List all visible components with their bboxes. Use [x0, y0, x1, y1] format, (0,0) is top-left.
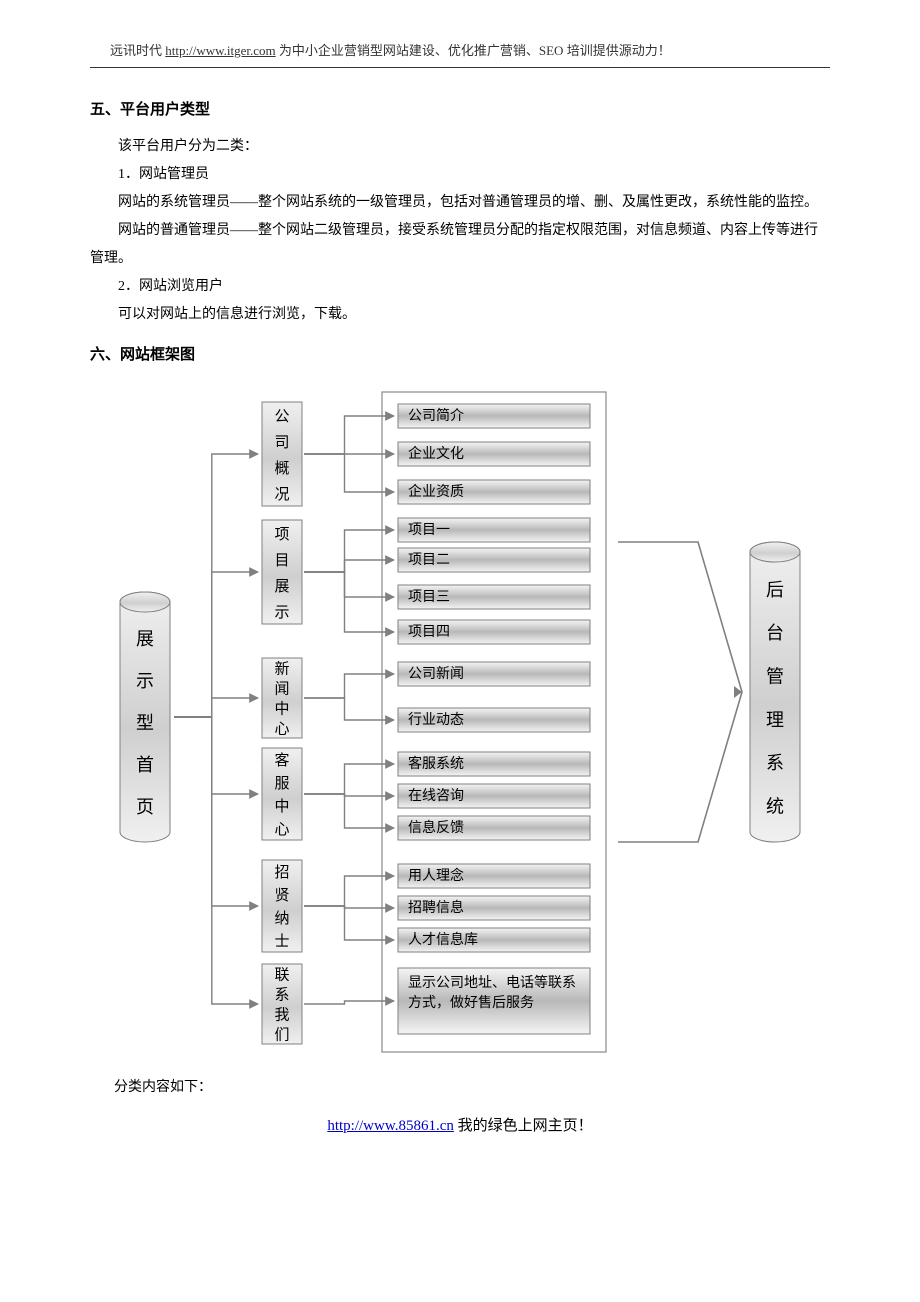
- section-5-p6: 可以对网站上的信息进行浏览，下载。: [90, 301, 830, 329]
- svg-text:况: 况: [274, 486, 289, 503]
- section-5-heading: 五、平台用户类型: [90, 98, 830, 119]
- svg-text:们: 们: [274, 1026, 289, 1043]
- svg-text:展: 展: [136, 629, 154, 649]
- svg-text:客服系统: 客服系统: [408, 755, 464, 772]
- svg-text:中: 中: [274, 798, 289, 815]
- svg-text:招: 招: [274, 864, 289, 881]
- svg-text:公司简介: 公司简介: [408, 407, 464, 424]
- svg-text:公: 公: [274, 409, 289, 425]
- svg-text:统: 统: [766, 796, 784, 816]
- footer-text: 我的绿色上网主页！: [458, 1118, 593, 1134]
- svg-text:台: 台: [766, 623, 784, 643]
- svg-text:展: 展: [274, 579, 289, 595]
- svg-text:系: 系: [766, 753, 784, 773]
- svg-text:行业动态: 行业动态: [408, 712, 464, 728]
- framework-svg: 展示型首页后台管理系统公司简介企业文化企业资质项目一项目二项目三项目四公司新闻行…: [90, 382, 830, 1062]
- svg-text:企业文化: 企业文化: [408, 445, 464, 462]
- svg-text:在线咨询: 在线咨询: [408, 788, 464, 804]
- svg-text:显示公司地址、电话等联系: 显示公司地址、电话等联系: [408, 974, 576, 991]
- svg-text:项目四: 项目四: [408, 625, 450, 640]
- svg-text:士: 士: [274, 933, 289, 950]
- svg-text:方式，做好售后服务: 方式，做好售后服务: [408, 995, 534, 1011]
- svg-text:页: 页: [136, 797, 154, 817]
- svg-text:管: 管: [766, 666, 784, 686]
- svg-text:系: 系: [274, 986, 289, 1003]
- svg-text:我: 我: [274, 1006, 289, 1023]
- svg-text:服: 服: [274, 775, 289, 792]
- svg-text:项: 项: [274, 526, 289, 543]
- header-tagline: 为中小企业营销型网站建设、优化推广营销、SEO 培训提供源动力！: [279, 43, 671, 58]
- svg-text:公司新闻: 公司新闻: [408, 666, 464, 682]
- svg-text:新: 新: [274, 660, 289, 677]
- svg-text:后: 后: [766, 580, 784, 600]
- footer-link[interactable]: http://www.85861.cn: [327, 1118, 454, 1134]
- svg-text:用人理念: 用人理念: [408, 867, 464, 884]
- svg-text:概: 概: [274, 460, 289, 477]
- section-6-heading: 六、网站框架图: [90, 343, 830, 364]
- svg-text:目: 目: [274, 553, 289, 569]
- section-5-p5: 2．网站浏览用户: [90, 273, 830, 301]
- svg-text:示: 示: [136, 671, 154, 691]
- section-5-p2: 1．网站管理员: [90, 161, 830, 189]
- svg-text:客: 客: [274, 752, 289, 769]
- svg-text:项目三: 项目三: [408, 590, 450, 605]
- section-5-p1: 该平台用户分为二类：: [90, 133, 830, 161]
- header-divider: [90, 67, 830, 68]
- svg-text:中: 中: [274, 700, 289, 717]
- svg-text:纳: 纳: [274, 910, 289, 927]
- svg-text:型: 型: [136, 713, 154, 733]
- svg-text:首: 首: [136, 755, 154, 775]
- section-5-p3: 网站的系统管理员——整个网站系统的一级管理员，包括对普通管理员的增、删、及属性更…: [90, 189, 830, 217]
- svg-text:理: 理: [766, 710, 784, 730]
- page-footer: http://www.85861.cn 我的绿色上网主页！: [90, 1114, 830, 1135]
- svg-text:企业资质: 企业资质: [408, 483, 464, 500]
- svg-text:人才信息库: 人才信息库: [408, 931, 478, 948]
- svg-text:司: 司: [274, 435, 289, 451]
- site-framework-diagram: 展示型首页后台管理系统公司简介企业文化企业资质项目一项目二项目三项目四公司新闻行…: [90, 382, 830, 1062]
- svg-text:示: 示: [274, 605, 289, 621]
- svg-text:信息反馈: 信息反馈: [408, 819, 464, 836]
- header-brand: 远讯时代: [110, 43, 162, 58]
- svg-text:闻: 闻: [274, 680, 289, 697]
- header-link[interactable]: http://www.itger.com: [165, 43, 275, 58]
- svg-text:项目一: 项目一: [408, 523, 450, 538]
- svg-text:心: 心: [274, 720, 289, 737]
- page-header: 远讯时代 http://www.itger.com 为中小企业营销型网站建设、优…: [90, 40, 830, 59]
- section-5-body: 该平台用户分为二类： 1．网站管理员 网站的系统管理员——整个网站系统的一级管理…: [90, 133, 830, 329]
- section-6-after: 分类内容如下：: [114, 1076, 830, 1096]
- svg-text:联: 联: [274, 966, 289, 983]
- section-5-p4: 网站的普通管理员——整个网站二级管理员，接受系统管理员分配的指定权限范围，对信息…: [90, 217, 830, 273]
- svg-text:贤: 贤: [274, 887, 289, 904]
- svg-text:项目二: 项目二: [408, 553, 450, 568]
- svg-text:心: 心: [274, 821, 289, 838]
- svg-text:招聘信息: 招聘信息: [408, 899, 464, 916]
